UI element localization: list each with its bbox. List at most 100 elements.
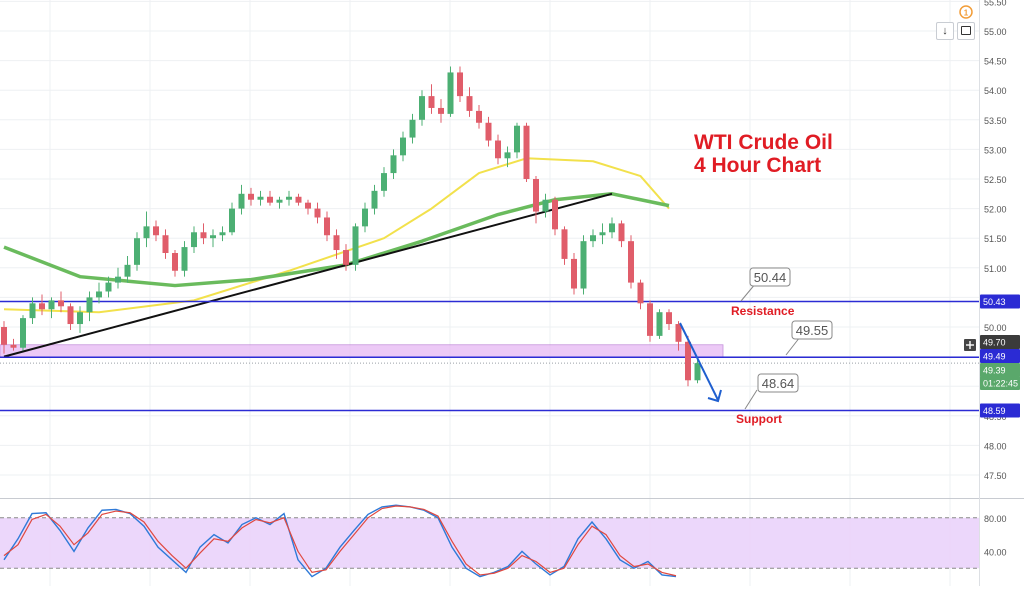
candle-body — [352, 226, 359, 265]
candle — [514, 122, 520, 159]
candle — [286, 190, 292, 206]
candle-body — [647, 303, 653, 336]
candle — [457, 66, 463, 103]
candle-body — [694, 363, 701, 381]
price-badge — [980, 403, 1020, 418]
candle — [96, 282, 102, 304]
candle — [324, 211, 330, 242]
price-badge — [980, 363, 1020, 377]
candle-body — [286, 196, 292, 200]
candle-body — [162, 235, 169, 253]
candle-body — [618, 223, 625, 242]
price-badge-text: 50.43 — [983, 297, 1006, 307]
candle — [276, 196, 283, 209]
callout-support-value: 48.64 — [762, 376, 795, 391]
candle — [248, 187, 254, 206]
candle-body — [96, 291, 102, 298]
price-tick-label: 50.00 — [984, 323, 1007, 333]
candle — [476, 105, 482, 129]
stochastic-panel: 80.00 40.00 — [0, 504, 1007, 578]
candle — [590, 229, 596, 248]
candle-body — [39, 303, 45, 310]
callout-resistance-value: 50.44 — [754, 270, 787, 285]
candle — [628, 235, 634, 289]
candle-body — [495, 140, 501, 159]
candle — [599, 223, 606, 245]
down-arrow-annotation — [679, 322, 722, 403]
candle — [580, 235, 587, 295]
candle-body — [552, 199, 558, 230]
fullscreen-button[interactable] — [957, 22, 975, 40]
candle-body — [381, 173, 387, 191]
candle — [124, 255, 131, 283]
candle-body — [124, 264, 131, 277]
candle — [666, 309, 672, 330]
crosshair-button[interactable] — [964, 339, 976, 351]
price-badge-text: 49.39 — [983, 366, 1006, 376]
candle — [685, 335, 691, 387]
chart-subtitle: 4 Hour Chart — [694, 154, 821, 177]
candle-body — [485, 122, 492, 141]
candle — [438, 99, 444, 123]
candle-body — [267, 196, 273, 203]
candle — [39, 294, 45, 316]
candle — [609, 217, 615, 239]
candle — [552, 196, 558, 236]
price-tick-label: 54.00 — [984, 86, 1007, 96]
price-badge — [980, 376, 1020, 390]
price-tick-label: 48.00 — [984, 441, 1007, 451]
candle-body — [514, 125, 520, 153]
candle-body — [10, 344, 17, 348]
candle — [1, 321, 7, 354]
candle-body — [666, 312, 672, 325]
callout-midline-value: 49.55 — [796, 323, 829, 338]
candle-body — [77, 312, 83, 325]
candle — [571, 253, 577, 295]
horizontal-lines — [0, 300, 979, 412]
price-badge — [980, 349, 1020, 363]
scroll-down-button[interactable]: ↓ — [936, 22, 954, 40]
candle-body — [533, 179, 539, 212]
candle-body — [105, 282, 112, 292]
candle-body — [191, 232, 197, 248]
callout-midline: 49.55 — [785, 320, 833, 356]
resistance-label: Resistance — [731, 304, 795, 318]
support-label: Support — [736, 412, 782, 426]
candle-body — [305, 202, 311, 209]
price-badge — [980, 335, 1020, 349]
candle — [257, 190, 264, 206]
candle-body — [466, 96, 473, 111]
candle — [343, 244, 349, 271]
candle — [238, 184, 245, 215]
candle-body — [371, 190, 378, 209]
candle-body — [409, 119, 416, 138]
candle-body — [656, 312, 663, 336]
candle — [523, 122, 530, 182]
price-badge-text: 49.49 — [983, 352, 1006, 362]
candle-body — [134, 238, 140, 265]
candle-body — [276, 199, 283, 203]
candle-body — [67, 306, 74, 325]
candle-body — [324, 217, 330, 236]
candle — [219, 226, 226, 242]
candle-body — [590, 235, 596, 242]
candle-body — [447, 72, 454, 114]
candle — [67, 303, 74, 330]
alert-icon[interactable]: 1 — [959, 5, 973, 19]
candle-body — [561, 229, 568, 259]
trendline-layer — [3, 192, 613, 358]
candle — [48, 297, 55, 319]
candle — [466, 87, 473, 117]
candle — [485, 116, 492, 147]
candle-body — [229, 208, 235, 233]
candle-body — [438, 107, 444, 114]
candle — [352, 223, 359, 271]
candle — [115, 267, 121, 289]
candle — [637, 279, 644, 310]
chart-title: WTI Crude Oil — [694, 131, 833, 154]
candle — [618, 220, 625, 248]
moving-average-1 — [3, 157, 670, 314]
price-tick-label: 53.50 — [984, 116, 1007, 126]
candle-body — [295, 196, 302, 203]
fullscreen-icon — [961, 25, 971, 35]
